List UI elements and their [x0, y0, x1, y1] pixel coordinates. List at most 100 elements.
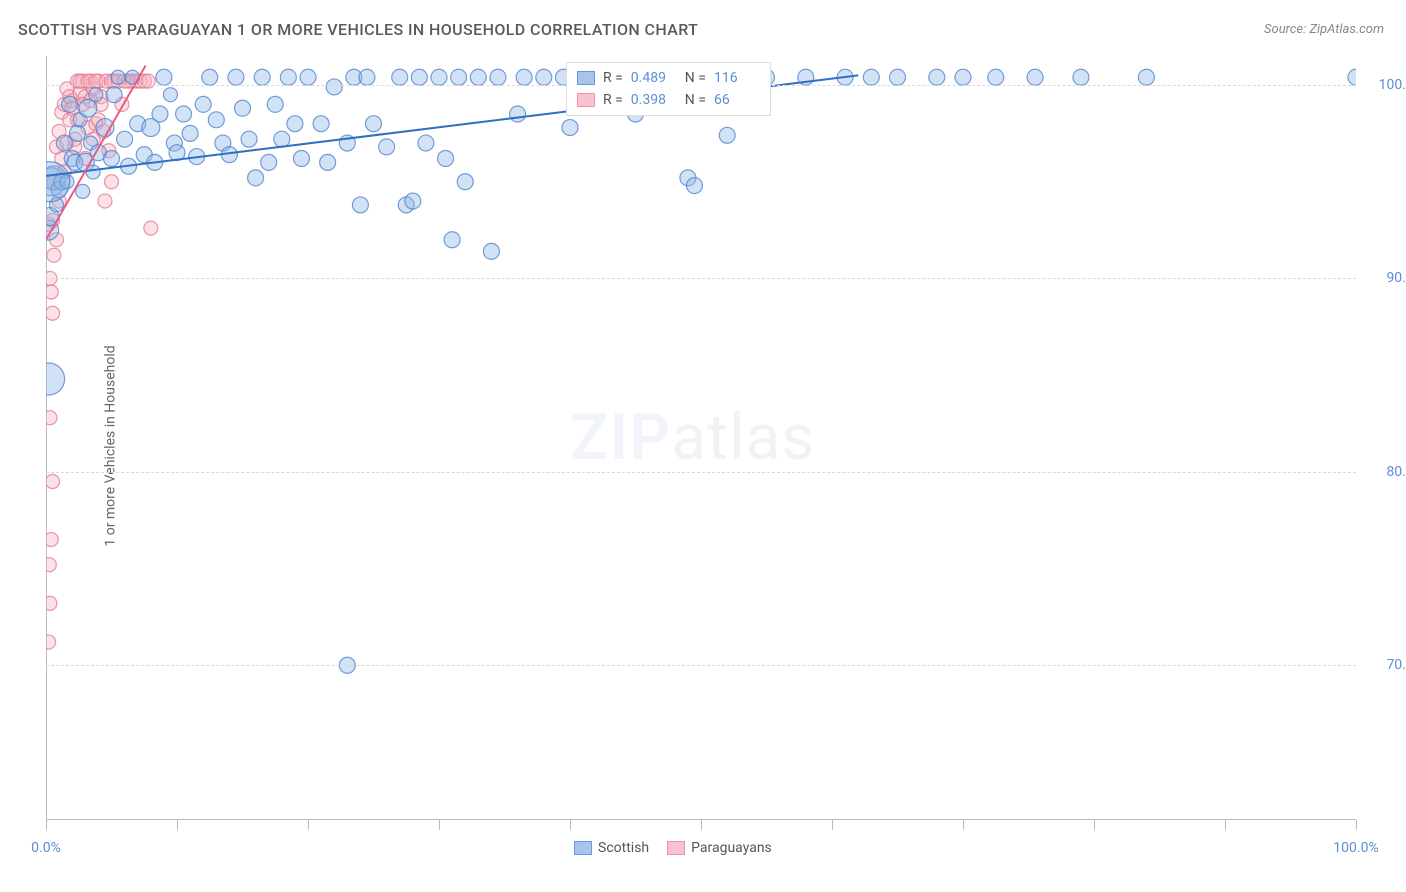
data-point — [379, 139, 395, 155]
data-point — [105, 175, 119, 189]
data-point — [326, 79, 342, 95]
data-point — [320, 154, 336, 170]
data-point — [418, 135, 434, 151]
data-point — [241, 131, 257, 147]
data-point — [267, 96, 283, 112]
data-point — [43, 411, 57, 425]
data-point — [261, 154, 277, 170]
data-point — [510, 106, 526, 122]
correlation-legend: R = 0.489 N = 116 R = 0.398 N = 66 — [566, 62, 771, 116]
swatch-scottish — [577, 71, 595, 85]
data-point — [483, 243, 499, 259]
x-tick-mark — [439, 820, 440, 830]
data-point — [1027, 69, 1043, 85]
data-point — [890, 69, 906, 85]
r-value-paraguayans: 0.398 — [631, 89, 677, 111]
data-point — [1073, 69, 1089, 85]
x-tick-mark — [1225, 820, 1226, 830]
data-point — [46, 475, 60, 489]
data-point — [863, 69, 879, 85]
data-point — [988, 69, 1004, 85]
data-point — [280, 69, 296, 85]
chart-container: SCOTTISH VS PARAGUAYAN 1 OR MORE VEHICLE… — [0, 0, 1406, 892]
data-point — [955, 69, 971, 85]
x-tick-label: 100.0% — [1333, 840, 1378, 856]
data-point — [405, 193, 421, 209]
data-point — [43, 596, 57, 610]
data-point — [516, 69, 532, 85]
x-tick-mark — [177, 820, 178, 830]
data-point — [536, 69, 552, 85]
data-point — [156, 69, 172, 85]
x-tick-mark — [1094, 820, 1095, 830]
data-point — [562, 120, 578, 136]
data-point — [69, 125, 85, 141]
data-point — [457, 174, 473, 190]
x-tick-mark — [570, 820, 571, 830]
legend-item-paraguayans: Paraguayans — [667, 840, 772, 856]
data-point — [929, 69, 945, 85]
data-point — [106, 87, 122, 103]
data-point — [111, 70, 125, 84]
data-point — [163, 88, 177, 102]
series-legend: Scottish Paraguayans — [574, 840, 772, 856]
data-point — [208, 112, 224, 128]
x-tick-mark — [701, 820, 702, 830]
y-tick-label: 70.0% — [1364, 657, 1406, 673]
data-point — [470, 69, 486, 85]
data-point — [248, 170, 264, 186]
data-point — [719, 127, 735, 143]
data-point — [195, 96, 211, 112]
data-point — [89, 88, 103, 102]
data-point — [438, 151, 454, 167]
legend-row-paraguayans: R = 0.398 N = 66 — [577, 89, 760, 111]
data-point — [33, 363, 65, 395]
x-tick-mark — [963, 820, 964, 830]
grid-line — [46, 665, 1356, 666]
data-point — [104, 151, 120, 167]
y-tick-label: 100.0% — [1364, 77, 1406, 93]
data-point — [42, 635, 56, 649]
n-label: N = — [685, 67, 706, 89]
scatter-plot — [0, 0, 1406, 892]
legend-label-scottish: Scottish — [598, 840, 649, 856]
data-point — [202, 69, 218, 85]
r-label: R = — [603, 67, 623, 89]
data-point — [313, 116, 329, 132]
y-tick-label: 90.0% — [1364, 270, 1406, 286]
swatch-scottish — [574, 841, 592, 855]
data-point — [274, 131, 290, 147]
data-point — [152, 106, 168, 122]
data-point — [30, 162, 70, 202]
data-point — [62, 96, 78, 112]
data-point — [98, 194, 112, 208]
n-value-scottish: 116 — [714, 67, 760, 89]
data-point — [176, 106, 192, 122]
swatch-paraguayans — [577, 93, 595, 107]
x-tick-label: 0.0% — [31, 840, 61, 856]
x-tick-mark — [1356, 820, 1357, 830]
n-value-paraguayans: 66 — [714, 89, 760, 111]
n-label: N = — [685, 89, 706, 111]
data-point — [1348, 69, 1364, 85]
data-point — [47, 248, 61, 262]
data-point — [44, 533, 58, 547]
data-point — [490, 69, 506, 85]
data-point — [125, 70, 139, 84]
data-point — [300, 69, 316, 85]
legend-item-scottish: Scottish — [574, 840, 649, 856]
y-tick-label: 80.0% — [1364, 464, 1406, 480]
data-point — [431, 69, 447, 85]
data-point — [1138, 69, 1154, 85]
data-point — [287, 116, 303, 132]
data-point — [144, 221, 158, 235]
data-point — [254, 69, 270, 85]
data-point — [366, 116, 382, 132]
r-label: R = — [603, 89, 623, 111]
data-point — [411, 69, 427, 85]
data-point — [182, 125, 198, 141]
data-point — [451, 69, 467, 85]
data-point — [76, 184, 90, 198]
x-tick-mark — [832, 820, 833, 830]
data-point — [293, 151, 309, 167]
